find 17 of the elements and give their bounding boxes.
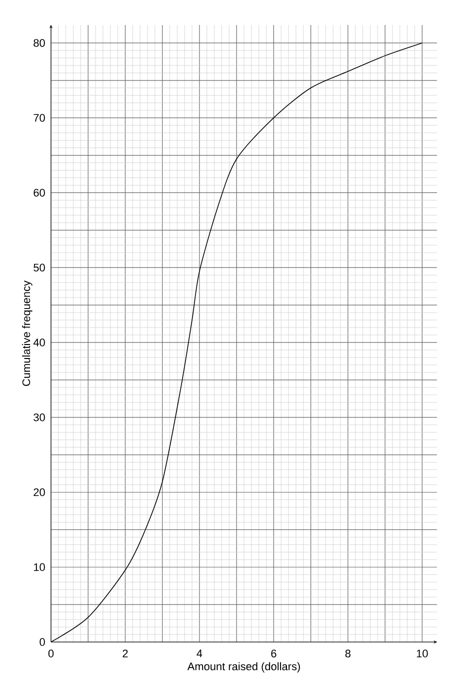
x-tick-label: 10: [416, 650, 428, 658]
y-tick-label: 0: [40, 638, 45, 646]
y-tick-label: 10: [34, 563, 45, 571]
y-tick-label: 70: [34, 114, 45, 122]
y-tick-label: 40: [33, 338, 45, 346]
y-tick-label: 80: [34, 39, 45, 47]
y-tick-label: 30: [34, 413, 45, 422]
x-tick-label: 0: [48, 650, 54, 658]
y-tick-label: 20: [34, 488, 45, 496]
x-tick-label: 2: [122, 650, 128, 658]
y-tick-label: 60: [34, 188, 45, 197]
x-tick-label: 4: [196, 650, 202, 658]
x-tick-label: 6: [271, 650, 276, 658]
y-tick-label: 50: [34, 264, 45, 272]
x-axis-title: Amount raised (dollars): [187, 662, 300, 672]
x-tick-label: 8: [345, 650, 350, 658]
y-axis-title: Cumulative frequency: [22, 280, 32, 386]
